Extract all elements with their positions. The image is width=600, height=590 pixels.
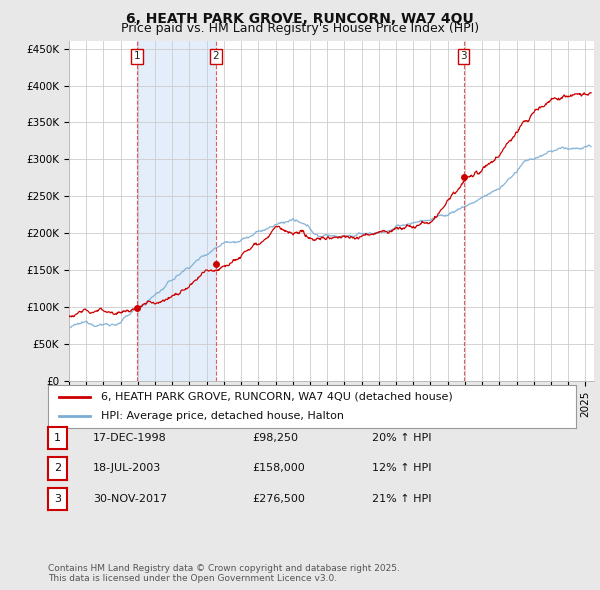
Text: HPI: Average price, detached house, Halton: HPI: Average price, detached house, Halt… — [101, 411, 344, 421]
Text: 3: 3 — [54, 494, 61, 504]
Text: 12% ↑ HPI: 12% ↑ HPI — [372, 464, 431, 473]
Text: 2: 2 — [212, 51, 220, 61]
Text: 20% ↑ HPI: 20% ↑ HPI — [372, 433, 431, 442]
Text: 17-DEC-1998: 17-DEC-1998 — [93, 433, 167, 442]
Text: 1: 1 — [54, 433, 61, 442]
Text: £158,000: £158,000 — [252, 464, 305, 473]
Text: 21% ↑ HPI: 21% ↑ HPI — [372, 494, 431, 504]
Text: 6, HEATH PARK GROVE, RUNCORN, WA7 4QU (detached house): 6, HEATH PARK GROVE, RUNCORN, WA7 4QU (d… — [101, 392, 452, 402]
Text: £276,500: £276,500 — [252, 494, 305, 504]
Text: 1: 1 — [134, 51, 140, 61]
Text: Price paid vs. HM Land Registry's House Price Index (HPI): Price paid vs. HM Land Registry's House … — [121, 22, 479, 35]
Text: Contains HM Land Registry data © Crown copyright and database right 2025.
This d: Contains HM Land Registry data © Crown c… — [48, 563, 400, 583]
Text: 30-NOV-2017: 30-NOV-2017 — [93, 494, 167, 504]
Text: £98,250: £98,250 — [252, 433, 298, 442]
Bar — [137, 41, 216, 381]
Text: 2: 2 — [54, 464, 61, 473]
Text: 6, HEATH PARK GROVE, RUNCORN, WA7 4QU: 6, HEATH PARK GROVE, RUNCORN, WA7 4QU — [126, 12, 474, 26]
Text: 18-JUL-2003: 18-JUL-2003 — [93, 464, 161, 473]
Text: 3: 3 — [460, 51, 467, 61]
